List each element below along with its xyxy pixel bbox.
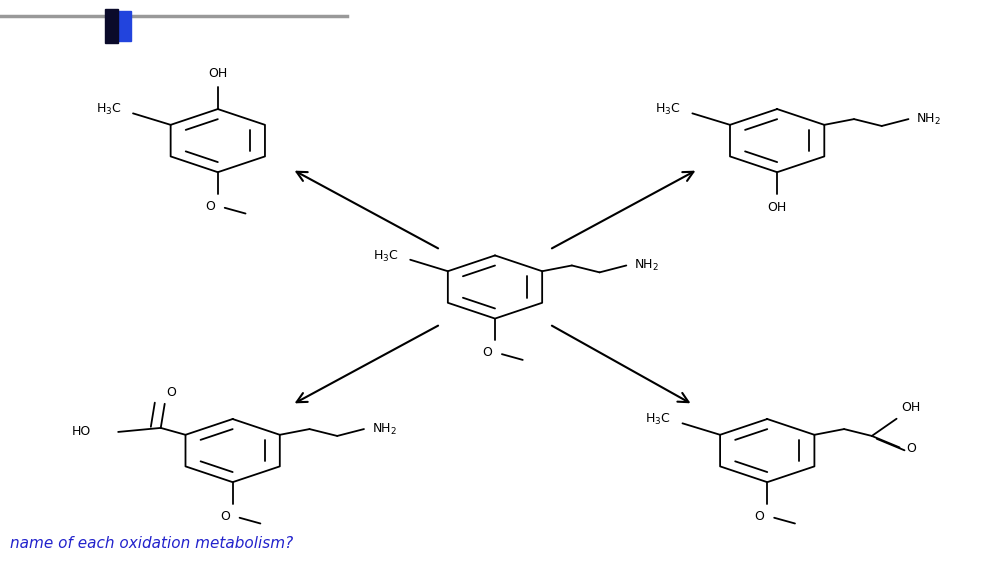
Text: O: O bbox=[754, 510, 764, 523]
Text: H$_3$C: H$_3$C bbox=[645, 412, 670, 428]
Text: H$_3$C: H$_3$C bbox=[96, 102, 121, 118]
Text: O: O bbox=[220, 510, 230, 523]
Text: OH: OH bbox=[767, 201, 787, 214]
Text: NH$_2$: NH$_2$ bbox=[917, 111, 941, 127]
Text: OH: OH bbox=[902, 401, 921, 414]
Text: O: O bbox=[907, 442, 917, 455]
Bar bbox=[108, 14, 123, 39]
Text: O: O bbox=[166, 386, 176, 400]
Text: O: O bbox=[482, 346, 492, 359]
Text: H$_3$C: H$_3$C bbox=[655, 102, 680, 118]
Text: HO: HO bbox=[72, 425, 91, 439]
Text: name of each oxidation metabolism?: name of each oxidation metabolism? bbox=[10, 536, 293, 551]
Text: NH$_2$: NH$_2$ bbox=[372, 421, 397, 437]
Bar bbox=[107, 11, 131, 41]
Text: OH: OH bbox=[208, 67, 228, 80]
Text: H$_3$C: H$_3$C bbox=[373, 249, 398, 264]
Text: NH$_2$: NH$_2$ bbox=[635, 258, 659, 273]
Text: O: O bbox=[205, 200, 215, 213]
Bar bbox=[105, 9, 118, 43]
